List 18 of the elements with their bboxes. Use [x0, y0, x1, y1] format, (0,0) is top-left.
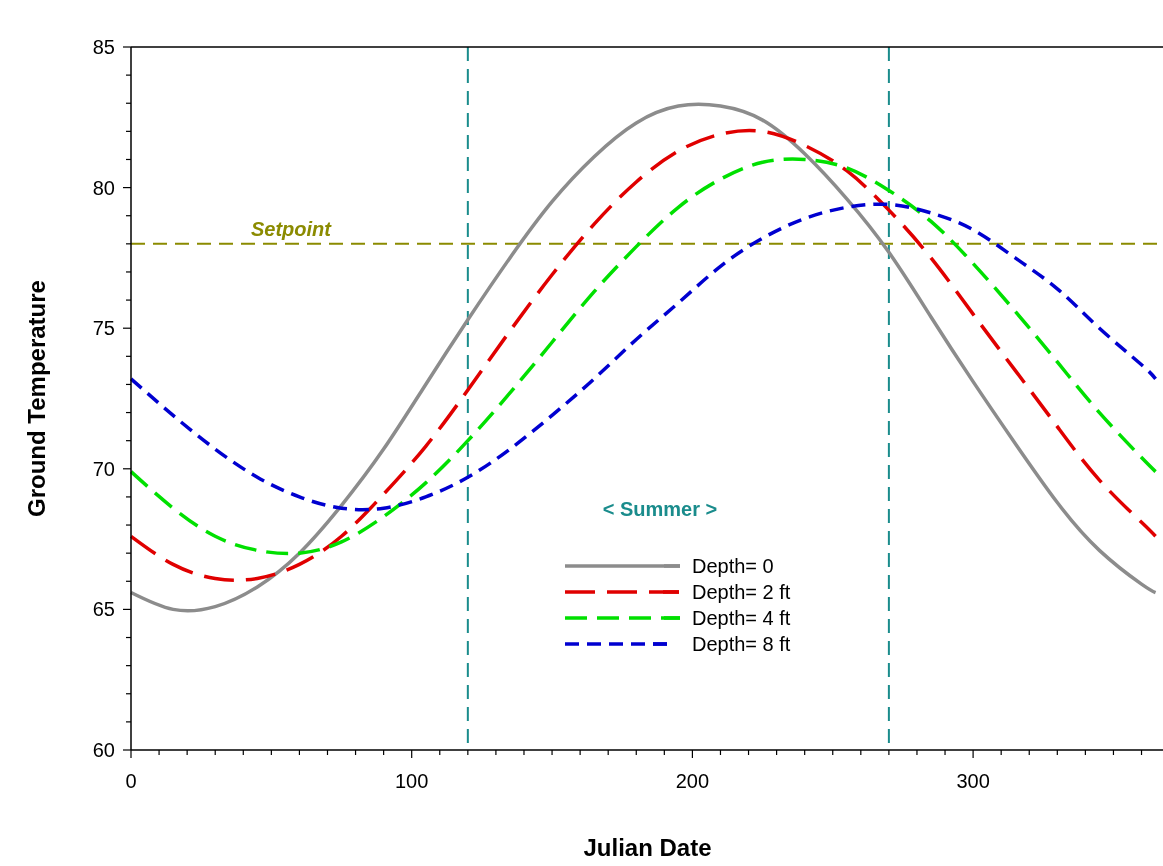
x-tick-label: 200	[675, 770, 710, 792]
y-tick-label: 80	[92, 176, 115, 199]
x-tick-label: 0	[125, 770, 137, 792]
x-tick-label: 300	[956, 770, 990, 792]
legend-label: Depth= 8 ft	[692, 633, 791, 655]
legend-label: Depth= 2 ft	[692, 581, 791, 603]
y-tick-label: 60	[92, 739, 115, 761]
y-tick-label: 65	[92, 598, 115, 621]
y-tick-label: 85	[92, 36, 115, 58]
ref-line-label: Setpoint	[251, 217, 333, 240]
x-axis-title: Julian Date	[583, 834, 712, 861]
y-tick-label: 70	[92, 457, 115, 480]
legend-label: Depth= 0	[692, 555, 774, 577]
legend-label: Depth= 4 ft	[692, 607, 791, 629]
annotation: < Summer >	[602, 498, 718, 520]
y-tick-label: 75	[92, 317, 115, 340]
x-tick-label: 100	[395, 770, 429, 792]
y-axis-title: Ground Temperature	[23, 280, 50, 517]
